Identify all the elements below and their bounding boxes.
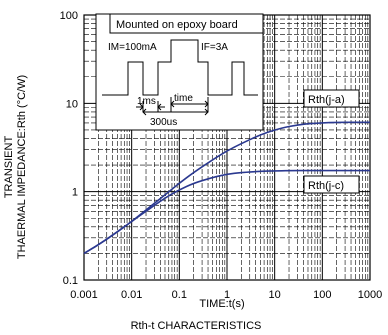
inset-label-1ms: 1ms: [137, 96, 156, 107]
y-tick-label: 1: [72, 187, 78, 199]
arrow-time: [170, 100, 209, 108]
legend-rth-j-a: Rth(j-a): [303, 89, 360, 108]
pulse-waveform: [102, 39, 258, 96]
chart-caption: Rth-t CHARACTERISTICS: [131, 320, 262, 332]
x-tick-label: 0.1: [172, 289, 187, 301]
y-tick-labels: 100 10 1 0.1: [60, 10, 78, 287]
x-tick-label: 0.001: [70, 289, 98, 301]
y-tick-label: 0.1: [63, 275, 78, 287]
arrow-1ms: [136, 103, 165, 111]
inset-label-im: IM=100mA: [108, 42, 157, 53]
inset-label-time: time: [174, 93, 193, 104]
inset-label-if: IF=3A: [201, 42, 228, 53]
curves: [83, 121, 370, 255]
x-tick-label: 10: [269, 289, 281, 301]
x-tick-label: 1: [224, 289, 230, 301]
curve-rth-j-c: [83, 169, 370, 255]
y-tick-label: 100: [60, 10, 78, 22]
arrow-300us: [142, 108, 209, 116]
x-tick-label: 0.01: [121, 289, 142, 301]
y-tick-label: 10: [66, 98, 78, 110]
x-tick-label: 1000: [358, 289, 382, 301]
x-tick-labels: 0.001 0.01 0.1 1 10 100 1000: [70, 289, 382, 301]
legend-rth-j-c-label: Rth(j-c): [308, 180, 344, 192]
pulse-condition-inset: Mounted on epoxy board IM=100mA IF=3A 1m…: [95, 13, 264, 131]
legend-rth-j-c: Rth(j-c): [303, 175, 360, 194]
y-axis-label-line1: TRANSIENT: [3, 136, 15, 199]
legend-rth-j-a-label: Rth(j-a): [308, 94, 345, 106]
x-axis-label: TIME:t(s): [199, 298, 244, 310]
x-tick-label: 100: [313, 289, 331, 301]
legend-rth-j-a-box: [303, 89, 360, 108]
legend-rth-j-c-box: [303, 175, 360, 194]
y-axis-label-line2: THAERMAL IMPEDANCE:Rth (°C/W): [16, 75, 28, 259]
inset-title: Mounted on epoxy board: [116, 19, 238, 31]
inset-title-box: [109, 13, 264, 34]
inset-label-300us: 300us: [150, 117, 177, 128]
